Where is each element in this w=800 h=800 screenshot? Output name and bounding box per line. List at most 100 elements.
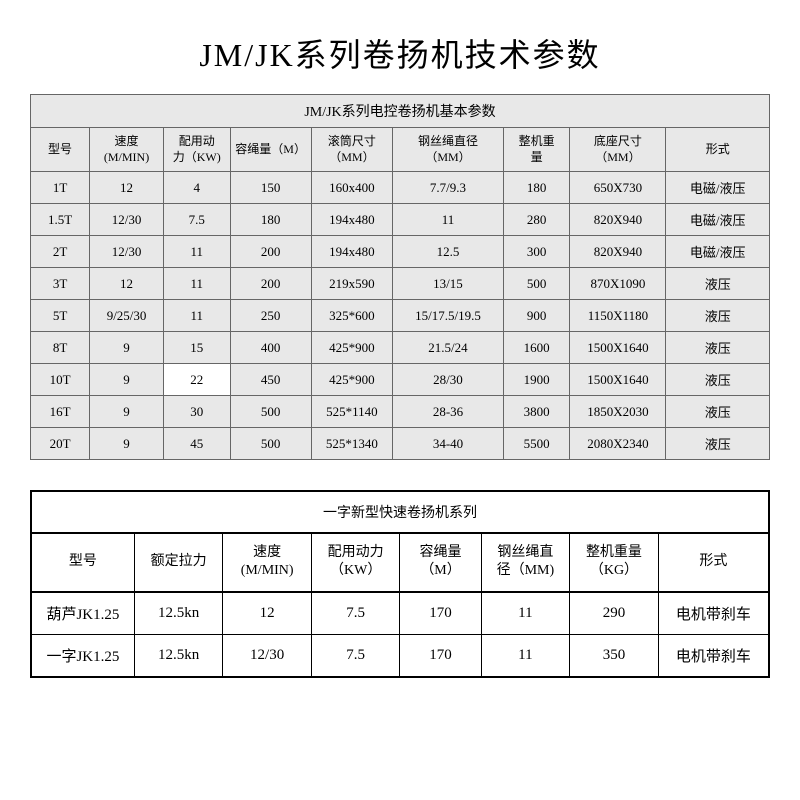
table-cell: 425*900 [311, 332, 392, 364]
table-cell: 9 [90, 428, 164, 460]
table-cell: 3800 [503, 396, 570, 428]
table-row: 1.5T12/307.5180194x48011280820X940电磁/液压 [31, 204, 770, 236]
table-cell: 194x480 [311, 236, 392, 268]
table-row: 5T9/25/3011250325*60015/17.5/19.59001150… [31, 300, 770, 332]
table-cell: 葫芦JK1.25 [31, 592, 134, 635]
table-cell: 5T [31, 300, 90, 332]
table-cell: 290 [570, 592, 659, 635]
table-cell: 16T [31, 396, 90, 428]
table-cell: 150 [230, 172, 311, 204]
column-header: 整机重量（KG） [570, 533, 659, 591]
table-cell: 电机带刹车 [658, 592, 769, 635]
table-caption: JM/JK系列电控卷扬机基本参数 [31, 95, 770, 128]
table-cell: 12 [223, 592, 312, 635]
table-cell: 15 [164, 332, 231, 364]
table-cell: 液压 [666, 268, 770, 300]
table-cell: 900 [503, 300, 570, 332]
table-cell: 1500X1640 [570, 364, 666, 396]
column-header: 容绳量（M） [400, 533, 481, 591]
table-row: 3T1211200219x59013/15500870X1090液压 [31, 268, 770, 300]
table-row: 1T124150160x4007.7/9.3180650X730电磁/液压 [31, 172, 770, 204]
table-cell: 500 [503, 268, 570, 300]
table-cell: 1T [31, 172, 90, 204]
column-header: 速度(M/MIN) [223, 533, 312, 591]
table-cell: 电磁/液压 [666, 172, 770, 204]
table-cell: 28/30 [393, 364, 504, 396]
column-header: 钢丝绳直径（MM） [393, 128, 504, 172]
table-cell: 1500X1640 [570, 332, 666, 364]
table-cell: 液压 [666, 364, 770, 396]
column-header: 型号 [31, 128, 90, 172]
table-cell: 9 [90, 332, 164, 364]
table-row: 20T945500525*134034-4055002080X2340液压 [31, 428, 770, 460]
table-cell: 11 [164, 236, 231, 268]
column-header: 整机重量 [503, 128, 570, 172]
table-cell: 液压 [666, 332, 770, 364]
table-caption: 一字新型快速卷扬机系列 [31, 491, 769, 533]
table-cell: 12.5kn [134, 634, 223, 677]
table-cell: 1.5T [31, 204, 90, 236]
table-cell: 13/15 [393, 268, 504, 300]
table-cell: 300 [503, 236, 570, 268]
table-cell: 525*1340 [311, 428, 392, 460]
table-cell: 10T [31, 364, 90, 396]
table-cell: 9/25/30 [90, 300, 164, 332]
table-cell: 180 [503, 172, 570, 204]
table-cell: 7.5 [311, 634, 400, 677]
table-cell: 12.5 [393, 236, 504, 268]
column-header: 形式 [658, 533, 769, 591]
table-cell: 7.5 [311, 592, 400, 635]
table-cell: 12 [90, 172, 164, 204]
column-header: 额定拉力 [134, 533, 223, 591]
table-cell: 电磁/液压 [666, 204, 770, 236]
table-cell: 820X940 [570, 204, 666, 236]
column-header: 底座尺寸（MM） [570, 128, 666, 172]
table-row: 2T12/3011200194x48012.5300820X940电磁/液压 [31, 236, 770, 268]
table-cell: 9 [90, 396, 164, 428]
table-cell: 液压 [666, 428, 770, 460]
column-header: 钢丝绳直径（MM) [481, 533, 570, 591]
table-row: 一字JK1.2512.5kn12/307.517011350电机带刹车 [31, 634, 769, 677]
table-cell: 500 [230, 428, 311, 460]
table-cell: 250 [230, 300, 311, 332]
table-cell: 325*600 [311, 300, 392, 332]
table-cell: 450 [230, 364, 311, 396]
table-cell: 34-40 [393, 428, 504, 460]
table-cell: 11 [164, 300, 231, 332]
table-cell: 11 [393, 204, 504, 236]
column-header: 形式 [666, 128, 770, 172]
table-cell: 一字JK1.25 [31, 634, 134, 677]
table-cell: 液压 [666, 300, 770, 332]
column-header: 滚筒尺寸（MM） [311, 128, 392, 172]
page-title: JM/JK系列卷扬机技术参数 [30, 30, 770, 76]
column-header: 配用动力（KW) [164, 128, 231, 172]
table-cell: 12/30 [223, 634, 312, 677]
table-cell: 11 [481, 592, 570, 635]
table-row: 8T915400425*90021.5/2416001500X1640液压 [31, 332, 770, 364]
table-cell: 电磁/液压 [666, 236, 770, 268]
table-cell: 12/30 [90, 204, 164, 236]
table-cell: 9 [90, 364, 164, 396]
table-cell: 5500 [503, 428, 570, 460]
table-cell: 30 [164, 396, 231, 428]
table-cell: 电机带刹车 [658, 634, 769, 677]
table-cell: 22 [164, 364, 231, 396]
table-cell: 280 [503, 204, 570, 236]
table-cell: 525*1140 [311, 396, 392, 428]
table-cell: 2080X2340 [570, 428, 666, 460]
table-row: 16T930500525*114028-3638001850X2030液压 [31, 396, 770, 428]
table-cell: 219x590 [311, 268, 392, 300]
table-cell: 1150X1180 [570, 300, 666, 332]
table-cell: 3T [31, 268, 90, 300]
table-cell: 820X940 [570, 236, 666, 268]
table-cell: 4 [164, 172, 231, 204]
column-header: 容绳量（M） [230, 128, 311, 172]
column-header: 配用动力（KW） [311, 533, 400, 591]
table-cell: 12/30 [90, 236, 164, 268]
table-cell: 500 [230, 396, 311, 428]
table-cell: 1600 [503, 332, 570, 364]
table-cell: 180 [230, 204, 311, 236]
table-cell: 12 [90, 268, 164, 300]
table-row: 10T922450425*90028/3019001500X1640液压 [31, 364, 770, 396]
table-main-params: JM/JK系列电控卷扬机基本参数型号速度(M/MIN)配用动力（KW)容绳量（M… [30, 94, 770, 460]
